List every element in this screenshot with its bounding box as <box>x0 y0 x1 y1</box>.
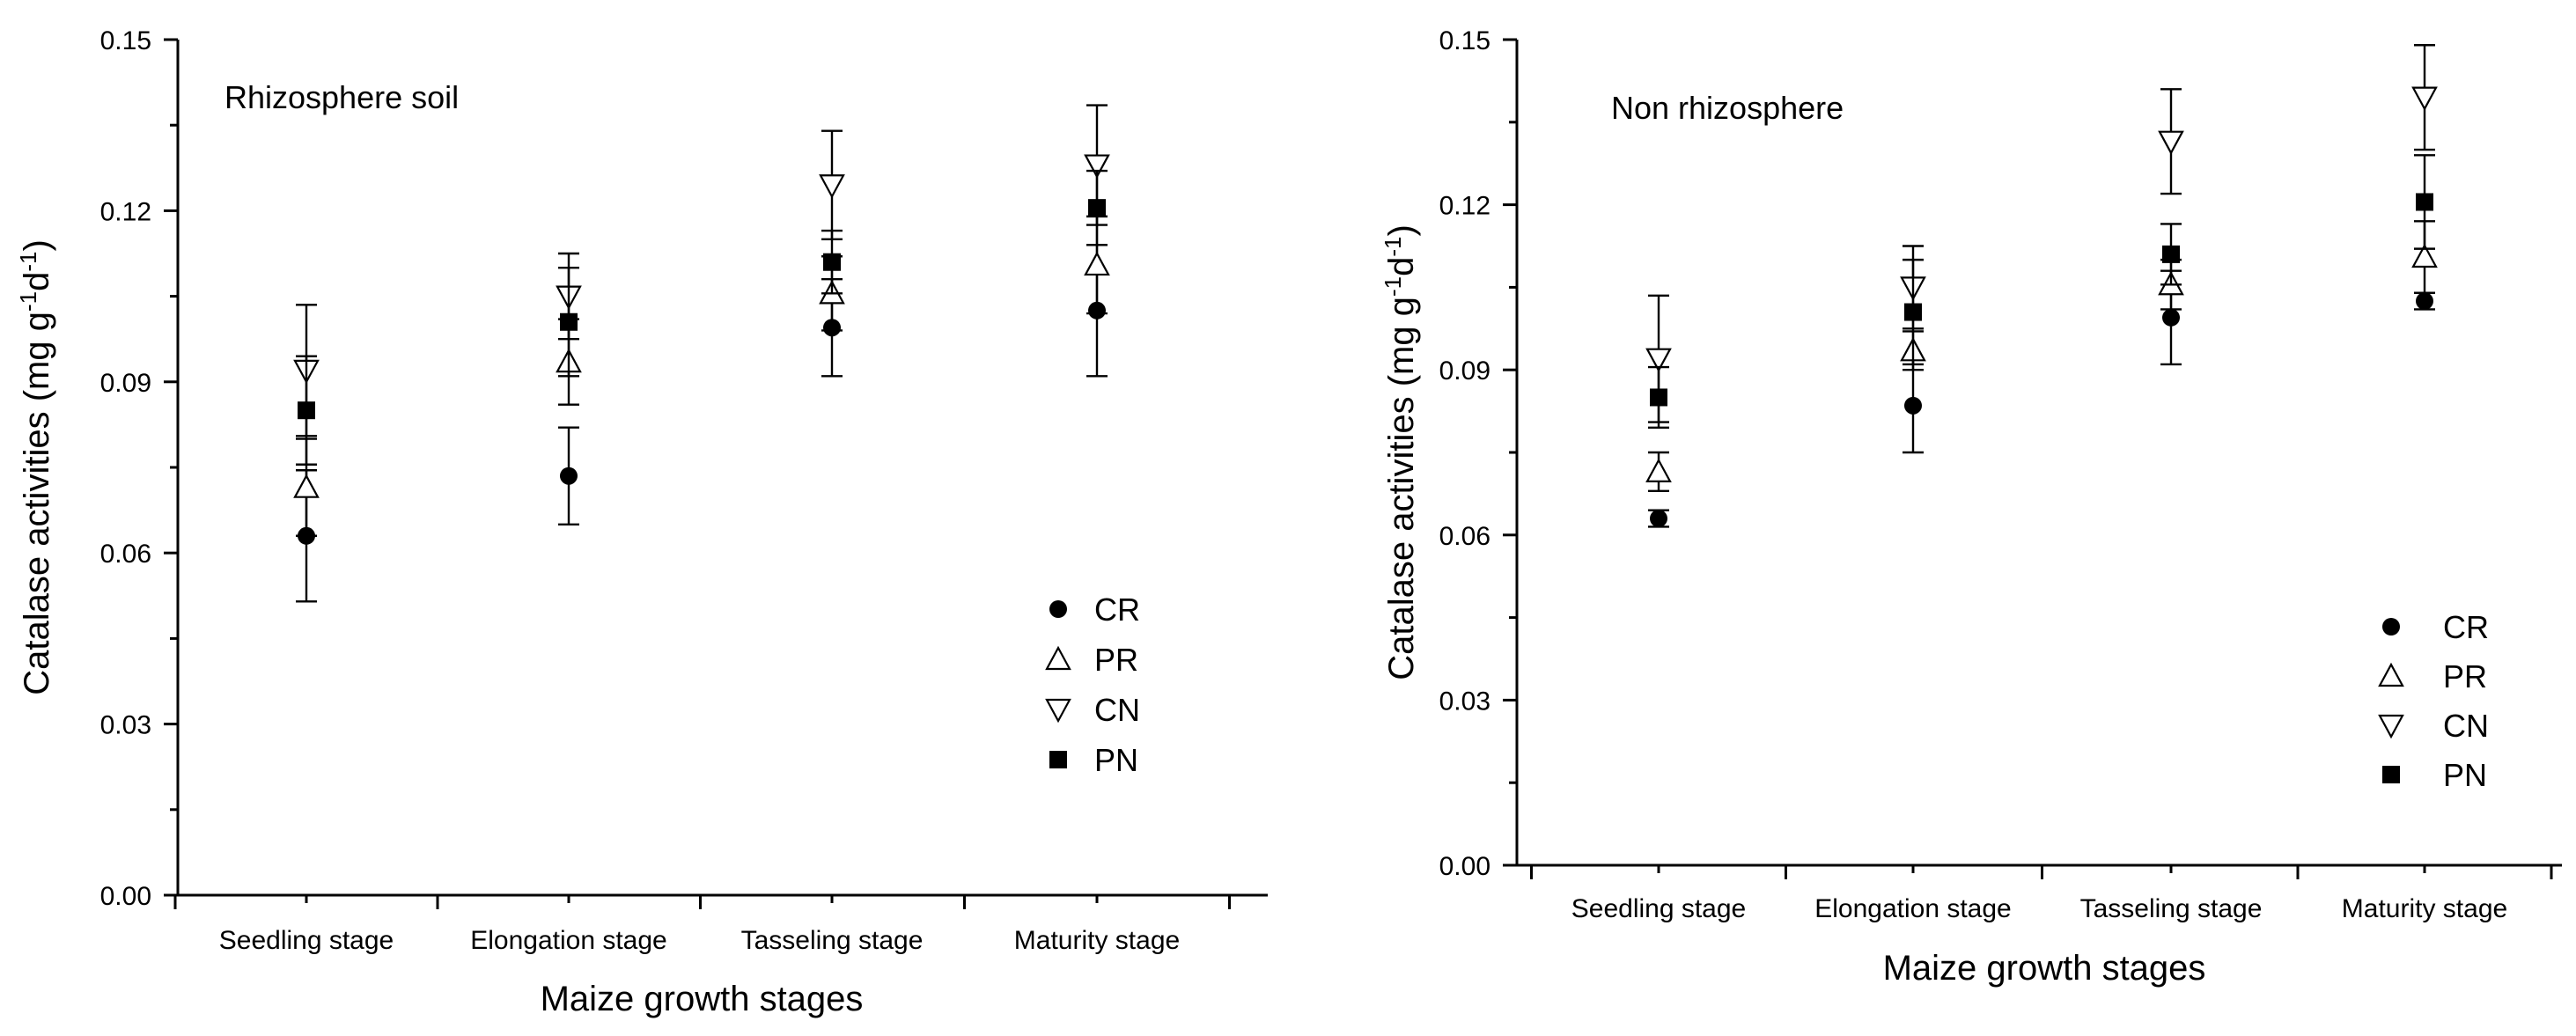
chart-panel-2: 0.00 0.03 0.06 0.09 0.12 0.15 Seedling stage El… <box>1380 26 2562 988</box>
series-cr <box>1648 269 2435 528</box>
y-tick-label: 0.06 <box>100 540 151 569</box>
data-point-cr <box>560 467 578 485</box>
legend-marker-cn <box>1045 698 1071 724</box>
y-tick-label: 0.15 <box>1439 26 1490 55</box>
legend: CR PR CN PN <box>1045 591 1140 778</box>
data-point-cr <box>2416 292 2433 311</box>
data-point-pr <box>1084 251 1110 276</box>
data-point-pn <box>2162 245 2180 263</box>
series-pr <box>1645 220 2438 492</box>
data-point-pn <box>1650 388 1667 407</box>
data-point-pr <box>2411 243 2438 268</box>
data-point-pn <box>2416 193 2433 211</box>
y-tick-label: 0.03 <box>1439 687 1490 716</box>
legend-label: PN <box>2443 757 2487 793</box>
legend-marker-pn <box>1049 751 1067 768</box>
data-point-pn <box>560 312 578 331</box>
series-pn <box>1648 154 2435 430</box>
series-cr <box>296 244 1108 603</box>
y-tick-label: 0.00 <box>100 882 151 911</box>
y-tick-label: 0.00 <box>1439 852 1490 881</box>
legend-marker-pn <box>2382 766 2400 783</box>
data-point-pn <box>823 253 841 271</box>
series-pr <box>293 215 1110 537</box>
data-point-cr <box>1650 510 1667 528</box>
x-axis-title: Maize growth stages <box>1883 949 2206 988</box>
x-category-label: Elongation stage <box>470 926 667 955</box>
legend-marker-cr <box>1049 600 1067 618</box>
data-point-cn <box>2411 86 2438 111</box>
data-point-pr <box>1645 458 1672 482</box>
legend-marker-cr <box>2382 618 2400 636</box>
y-tick-label: 0.12 <box>1439 192 1490 221</box>
chart-panel-1: 0.00 0.03 0.06 0.09 0.12 0.15 Seedling stage El… <box>15 26 1268 1018</box>
x-axis-title: Maize growth stages <box>541 980 864 1018</box>
x-category-label: Maturity stage <box>1014 926 1180 955</box>
legend-label: CN <box>2443 708 2489 744</box>
data-point-pn <box>1088 199 1106 217</box>
x-category-label: Seedling stage <box>1571 894 1747 923</box>
y-tick-label: 0.15 <box>100 26 151 55</box>
legend-label: PR <box>1094 642 1138 678</box>
x-category-label: Tasseling stage <box>741 926 924 955</box>
y-tick-label: 0.06 <box>1439 522 1490 551</box>
legend-label: CN <box>1094 692 1140 728</box>
legend-label: CR <box>2443 609 2489 645</box>
legend: CR PR CN PN <box>2378 609 2489 793</box>
data-point-cr <box>1904 396 1922 415</box>
data-point-pn <box>298 401 315 420</box>
y-axis-title: Catalase activities (mg g-1d-1) <box>15 239 56 695</box>
legend-marker-pr <box>2378 662 2404 687</box>
data-point-pr <box>293 474 320 498</box>
x-category-label: Tasseling stage <box>2080 894 2263 923</box>
series-pn <box>296 169 1108 466</box>
legend-marker-pr <box>1045 645 1071 671</box>
data-point-cn <box>1645 348 1672 373</box>
data-point-cn <box>2158 130 2184 155</box>
legend-label: PN <box>1094 742 1138 778</box>
legend-label: CR <box>1094 591 1140 628</box>
legend-label: PR <box>2443 658 2487 694</box>
legend-marker-cn <box>2378 714 2404 739</box>
data-point-cn <box>819 174 845 199</box>
series-cn <box>293 104 1110 437</box>
data-point-cn <box>1084 154 1110 179</box>
x-category-label: Maturity stage <box>2342 894 2507 923</box>
y-tick-label: 0.03 <box>100 711 151 740</box>
y-axis-title: Catalase activities (mg g-1d-1) <box>1380 224 1421 680</box>
data-point-pn <box>1904 303 1922 321</box>
chart-title: Rhizosphere soil <box>224 79 459 115</box>
data-point-cr <box>2162 308 2180 327</box>
x-category-label: Elongation stage <box>1814 894 2012 923</box>
y-tick-label: 0.09 <box>1439 356 1490 386</box>
y-tick-label: 0.09 <box>100 369 151 398</box>
x-category-label: Seedling stage <box>219 926 394 955</box>
chart-title: Non rhizosphere <box>1611 90 1844 126</box>
y-tick-label: 0.12 <box>100 197 151 226</box>
